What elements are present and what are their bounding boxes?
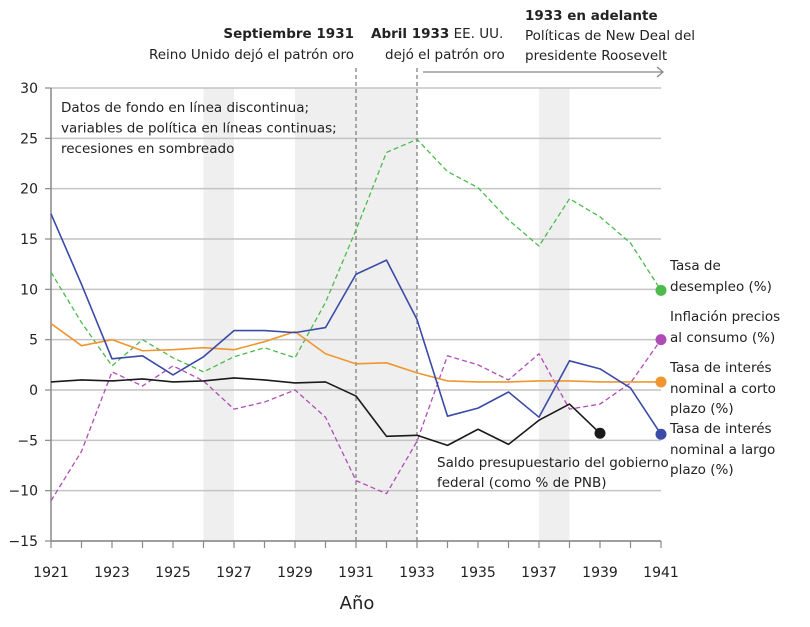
series-lines (50, 138, 667, 502)
note-text: Datos de fondo en línea discontinua; (61, 100, 309, 116)
series-end-marker (655, 334, 667, 346)
new-deal-title: 1933 en adelante (525, 8, 658, 24)
note-text: variables de política en líneas continua… (61, 121, 337, 137)
y-tick-label: 15 (20, 232, 38, 248)
event-title-rest: EE. UU. (449, 26, 503, 42)
series-label: plazo (%) (670, 401, 734, 417)
series-end-marker (655, 428, 667, 440)
series-label: plazo (%) (670, 462, 734, 478)
event-text: dejó el patrón oro (385, 47, 505, 63)
series-label: Tasa de interés (669, 421, 772, 437)
x-tick-label: 1929 (277, 565, 313, 581)
x-tick-label: 1925 (155, 565, 191, 581)
series-label: Tasa de interés (669, 360, 772, 376)
y-tick-label: 0 (29, 383, 38, 399)
series-line (50, 138, 662, 373)
series-label: Saldo presupuestario del gobierno (437, 455, 669, 471)
y-tick-label: −15 (8, 534, 38, 550)
note-text: recesiones en sombreado (61, 141, 234, 157)
event-title: Abril 1933 EE. UU. (371, 26, 503, 42)
series-label: nominal a corto (670, 381, 776, 397)
x-tick-label: 1921 (33, 565, 69, 581)
series-label: al consumo (%) (670, 330, 775, 346)
x-tick-label: 1939 (582, 565, 618, 581)
recession-band (539, 88, 570, 541)
axes: 30 25 20 15 10 5 0 −5 −10 −15 1921 1923 1925 1927 1929… (8, 81, 678, 581)
series-label: Tasa de (669, 258, 721, 274)
event-text: Reino Unido dejó el patrón oro (149, 47, 354, 63)
x-tick-label: 1923 (94, 565, 130, 581)
event-markers: Septiembre 1931 Reino Unido dejó el patró… (149, 8, 695, 541)
series-label: federal (como % de PNB) (437, 475, 607, 491)
series-label: Inflación precios (670, 309, 780, 325)
y-tick-label: −5 (17, 433, 38, 449)
y-tick-label: 25 (20, 131, 38, 147)
series-label: desempleo (%) (670, 279, 772, 295)
series-end-marker (655, 284, 667, 296)
x-axis-label: Año (340, 593, 375, 614)
new-deal-text: presidente Roosevelt (525, 48, 667, 64)
y-tick-label: 10 (20, 282, 38, 298)
series-end-marker (594, 427, 606, 439)
series-label: nominal a largo (670, 442, 775, 458)
y-tick-label: 5 (29, 333, 38, 349)
y-tick-label: 30 (20, 81, 38, 97)
series-end-marker (655, 376, 667, 388)
x-tick-label: 1935 (460, 565, 496, 581)
series-labels: Tasa de desempleo (%) Inflación precios al … (437, 258, 780, 491)
event-title: Septiembre 1931 (223, 26, 354, 42)
y-tick-label: −10 (8, 484, 38, 500)
x-tick-label: 1931 (338, 565, 374, 581)
x-tick-label: 1941 (643, 565, 679, 581)
x-tick-label: 1927 (216, 565, 252, 581)
series-line (50, 377, 601, 447)
recession-shading (203, 88, 570, 541)
series-line (50, 213, 662, 435)
arrow-head-icon (656, 66, 665, 78)
recession-band (203, 88, 234, 541)
new-deal-text: Políticas de New Deal del (525, 28, 695, 44)
x-tick-label: 1937 (521, 565, 557, 581)
y-tick-label: 20 (20, 182, 38, 198)
x-tick-label: 1933 (399, 565, 435, 581)
event-title-bold: Abril 1933 (371, 26, 449, 42)
